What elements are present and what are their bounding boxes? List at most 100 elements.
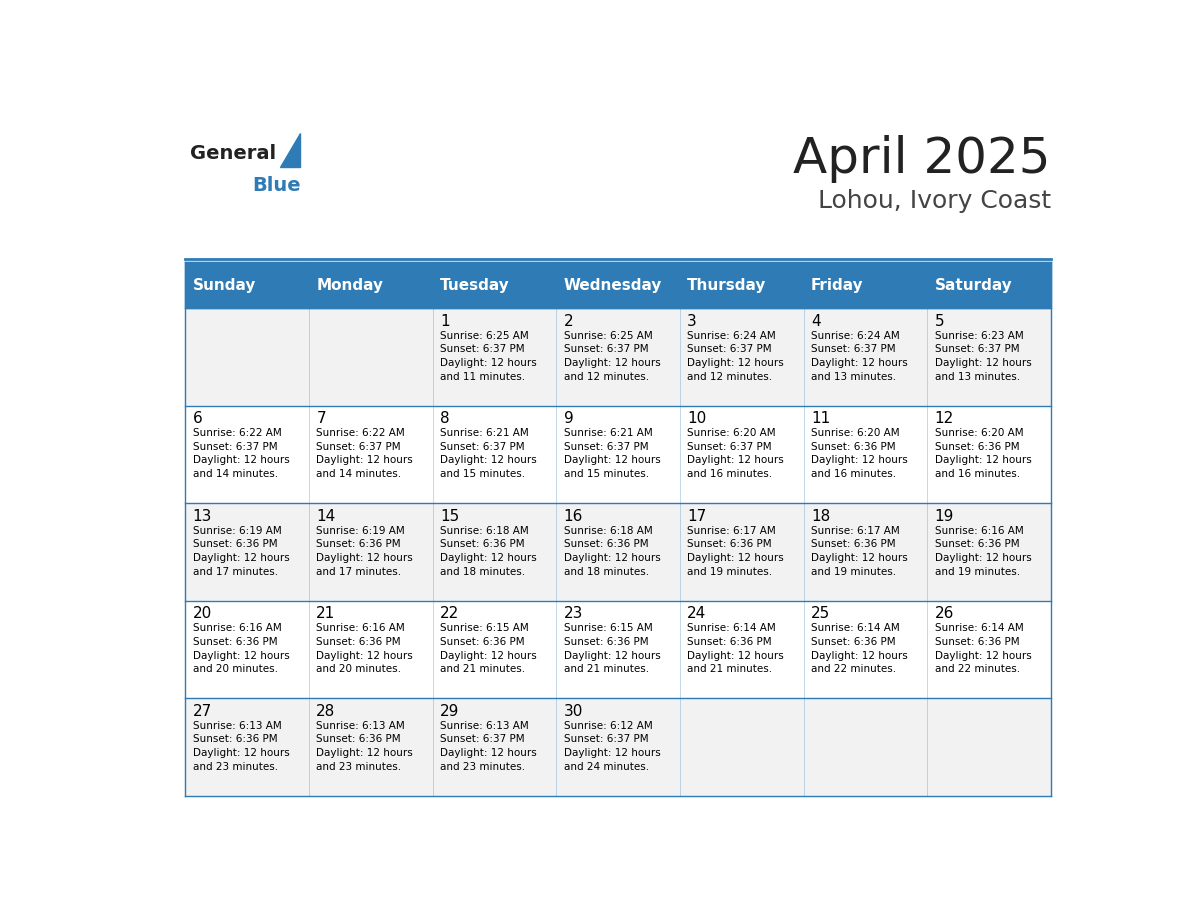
Bar	[309, 406, 432, 503]
Bar	[927, 699, 1051, 796]
Text: 23: 23	[563, 607, 583, 621]
Bar	[309, 308, 432, 406]
Bar	[680, 263, 803, 308]
Text: General: General	[190, 144, 276, 163]
Bar	[432, 503, 556, 600]
Bar	[927, 308, 1051, 406]
Text: Wednesday: Wednesday	[563, 277, 662, 293]
Text: Sunday: Sunday	[192, 277, 257, 293]
Bar	[432, 308, 556, 406]
Text: 6: 6	[192, 411, 202, 426]
Text: 10: 10	[687, 411, 707, 426]
Text: Sunrise: 6:21 AM
Sunset: 6:37 PM
Daylight: 12 hours
and 15 minutes.: Sunrise: 6:21 AM Sunset: 6:37 PM Dayligh…	[440, 428, 537, 479]
Bar	[556, 699, 680, 796]
Bar	[680, 600, 803, 699]
Text: 26: 26	[935, 607, 954, 621]
Text: Sunrise: 6:20 AM
Sunset: 6:36 PM
Daylight: 12 hours
and 16 minutes.: Sunrise: 6:20 AM Sunset: 6:36 PM Dayligh…	[935, 428, 1031, 479]
Text: 13: 13	[192, 509, 213, 524]
Text: April 2025: April 2025	[794, 135, 1051, 183]
Text: Sunrise: 6:16 AM
Sunset: 6:36 PM
Daylight: 12 hours
and 20 minutes.: Sunrise: 6:16 AM Sunset: 6:36 PM Dayligh…	[192, 623, 290, 674]
Bar	[432, 263, 556, 308]
Text: Sunrise: 6:15 AM
Sunset: 6:36 PM
Daylight: 12 hours
and 21 minutes.: Sunrise: 6:15 AM Sunset: 6:36 PM Dayligh…	[440, 623, 537, 674]
Text: 18: 18	[811, 509, 830, 524]
Bar	[185, 600, 309, 699]
Bar	[803, 263, 927, 308]
Text: Sunrise: 6:20 AM
Sunset: 6:36 PM
Daylight: 12 hours
and 16 minutes.: Sunrise: 6:20 AM Sunset: 6:36 PM Dayligh…	[811, 428, 908, 479]
Bar	[309, 263, 432, 308]
Text: 1: 1	[440, 314, 449, 329]
Text: Sunrise: 6:16 AM
Sunset: 6:36 PM
Daylight: 12 hours
and 20 minutes.: Sunrise: 6:16 AM Sunset: 6:36 PM Dayligh…	[316, 623, 413, 674]
Text: 8: 8	[440, 411, 449, 426]
Text: Sunrise: 6:25 AM
Sunset: 6:37 PM
Daylight: 12 hours
and 12 minutes.: Sunrise: 6:25 AM Sunset: 6:37 PM Dayligh…	[563, 330, 661, 382]
Text: Sunrise: 6:22 AM
Sunset: 6:37 PM
Daylight: 12 hours
and 14 minutes.: Sunrise: 6:22 AM Sunset: 6:37 PM Dayligh…	[316, 428, 413, 479]
Text: 15: 15	[440, 509, 460, 524]
Text: 9: 9	[563, 411, 574, 426]
Text: Saturday: Saturday	[935, 277, 1012, 293]
Bar	[432, 699, 556, 796]
Bar	[556, 263, 680, 308]
Text: Sunrise: 6:25 AM
Sunset: 6:37 PM
Daylight: 12 hours
and 11 minutes.: Sunrise: 6:25 AM Sunset: 6:37 PM Dayligh…	[440, 330, 537, 382]
Text: Sunrise: 6:14 AM
Sunset: 6:36 PM
Daylight: 12 hours
and 22 minutes.: Sunrise: 6:14 AM Sunset: 6:36 PM Dayligh…	[935, 623, 1031, 674]
Text: Sunrise: 6:20 AM
Sunset: 6:37 PM
Daylight: 12 hours
and 16 minutes.: Sunrise: 6:20 AM Sunset: 6:37 PM Dayligh…	[687, 428, 784, 479]
Bar	[803, 699, 927, 796]
Text: 11: 11	[811, 411, 830, 426]
Text: Sunrise: 6:17 AM
Sunset: 6:36 PM
Daylight: 12 hours
and 19 minutes.: Sunrise: 6:17 AM Sunset: 6:36 PM Dayligh…	[687, 526, 784, 577]
Text: 30: 30	[563, 704, 583, 719]
Text: 12: 12	[935, 411, 954, 426]
Text: Sunrise: 6:14 AM
Sunset: 6:36 PM
Daylight: 12 hours
and 22 minutes.: Sunrise: 6:14 AM Sunset: 6:36 PM Dayligh…	[811, 623, 908, 674]
Bar	[680, 406, 803, 503]
Bar	[803, 600, 927, 699]
Text: 20: 20	[192, 607, 211, 621]
Bar	[927, 406, 1051, 503]
Text: 7: 7	[316, 411, 326, 426]
Text: Sunrise: 6:14 AM
Sunset: 6:36 PM
Daylight: 12 hours
and 21 minutes.: Sunrise: 6:14 AM Sunset: 6:36 PM Dayligh…	[687, 623, 784, 674]
Bar	[185, 406, 309, 503]
Text: Lohou, Ivory Coast: Lohou, Ivory Coast	[817, 189, 1051, 213]
Text: 29: 29	[440, 704, 460, 719]
Text: Sunrise: 6:19 AM
Sunset: 6:36 PM
Daylight: 12 hours
and 17 minutes.: Sunrise: 6:19 AM Sunset: 6:36 PM Dayligh…	[316, 526, 413, 577]
Bar	[927, 503, 1051, 600]
Text: 14: 14	[316, 509, 335, 524]
Bar	[309, 503, 432, 600]
Bar	[556, 308, 680, 406]
Bar	[309, 699, 432, 796]
Text: Sunrise: 6:13 AM
Sunset: 6:36 PM
Daylight: 12 hours
and 23 minutes.: Sunrise: 6:13 AM Sunset: 6:36 PM Dayligh…	[192, 721, 290, 772]
Text: Sunrise: 6:24 AM
Sunset: 6:37 PM
Daylight: 12 hours
and 13 minutes.: Sunrise: 6:24 AM Sunset: 6:37 PM Dayligh…	[811, 330, 908, 382]
Text: 27: 27	[192, 704, 211, 719]
Bar	[803, 503, 927, 600]
Polygon shape	[280, 133, 301, 167]
Text: Sunrise: 6:13 AM
Sunset: 6:37 PM
Daylight: 12 hours
and 23 minutes.: Sunrise: 6:13 AM Sunset: 6:37 PM Dayligh…	[440, 721, 537, 772]
Bar	[803, 406, 927, 503]
Text: Sunrise: 6:17 AM
Sunset: 6:36 PM
Daylight: 12 hours
and 19 minutes.: Sunrise: 6:17 AM Sunset: 6:36 PM Dayligh…	[811, 526, 908, 577]
Text: 24: 24	[687, 607, 707, 621]
Bar	[927, 263, 1051, 308]
Bar	[185, 699, 309, 796]
Text: 5: 5	[935, 314, 944, 329]
Text: Sunrise: 6:24 AM
Sunset: 6:37 PM
Daylight: 12 hours
and 12 minutes.: Sunrise: 6:24 AM Sunset: 6:37 PM Dayligh…	[687, 330, 784, 382]
Bar	[556, 406, 680, 503]
Text: Thursday: Thursday	[687, 277, 766, 293]
Bar	[927, 600, 1051, 699]
Text: Blue: Blue	[253, 176, 302, 195]
Text: Tuesday: Tuesday	[440, 277, 510, 293]
Text: Sunrise: 6:18 AM
Sunset: 6:36 PM
Daylight: 12 hours
and 18 minutes.: Sunrise: 6:18 AM Sunset: 6:36 PM Dayligh…	[563, 526, 661, 577]
Bar	[556, 503, 680, 600]
Text: 2: 2	[563, 314, 574, 329]
Bar	[185, 503, 309, 600]
Text: 16: 16	[563, 509, 583, 524]
Text: 17: 17	[687, 509, 707, 524]
Bar	[432, 406, 556, 503]
Text: Friday: Friday	[811, 277, 864, 293]
Bar	[309, 600, 432, 699]
Text: Sunrise: 6:12 AM
Sunset: 6:37 PM
Daylight: 12 hours
and 24 minutes.: Sunrise: 6:12 AM Sunset: 6:37 PM Dayligh…	[563, 721, 661, 772]
Bar	[803, 308, 927, 406]
Text: 19: 19	[935, 509, 954, 524]
Text: Sunrise: 6:15 AM
Sunset: 6:36 PM
Daylight: 12 hours
and 21 minutes.: Sunrise: 6:15 AM Sunset: 6:36 PM Dayligh…	[563, 623, 661, 674]
Text: Sunrise: 6:19 AM
Sunset: 6:36 PM
Daylight: 12 hours
and 17 minutes.: Sunrise: 6:19 AM Sunset: 6:36 PM Dayligh…	[192, 526, 290, 577]
Bar	[185, 308, 309, 406]
Bar	[680, 699, 803, 796]
Text: Sunrise: 6:18 AM
Sunset: 6:36 PM
Daylight: 12 hours
and 18 minutes.: Sunrise: 6:18 AM Sunset: 6:36 PM Dayligh…	[440, 526, 537, 577]
Text: Monday: Monday	[316, 277, 384, 293]
Bar	[680, 503, 803, 600]
Bar	[556, 600, 680, 699]
